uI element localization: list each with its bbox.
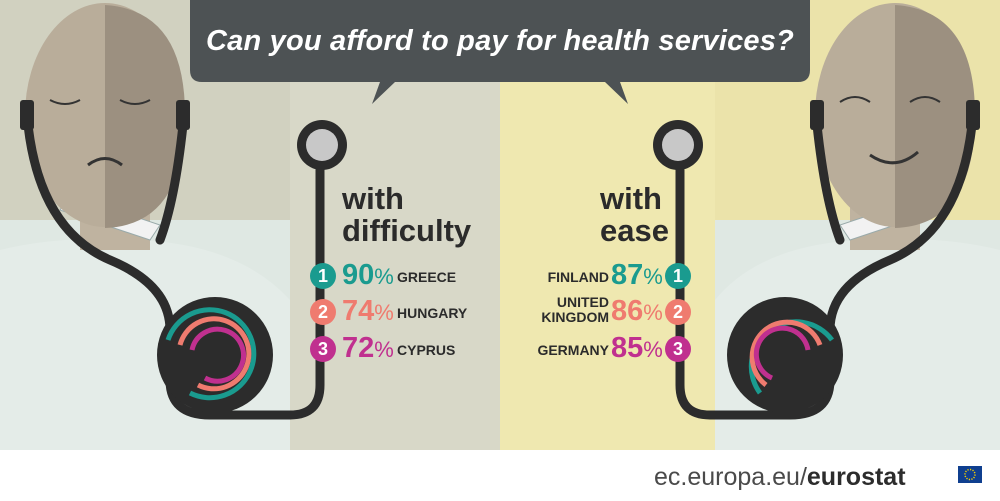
difficulty-heading-line1: with [342, 181, 404, 216]
difficulty-rank-3-badge: 3 [310, 336, 336, 362]
ease-1-country: FINLAND [547, 269, 609, 285]
ease-rank-2-badge: 2 [665, 299, 691, 325]
left-stethoscope [23, 120, 325, 420]
ease-heading-line1: with [600, 181, 662, 216]
footer-domain: ec.europa.eu/ [654, 463, 807, 491]
ease-1-percent: 87% [611, 259, 663, 291]
difficulty-1-country: GREECE [397, 269, 457, 285]
difficulty-rank-1-badge: 1 [310, 263, 336, 289]
ease-heading-line2: ease [600, 213, 669, 248]
ease-rank-1-badge: 1 [665, 263, 691, 289]
difficulty-heading-line2: difficulty [342, 213, 472, 248]
difficulty-3-country: CYPRUS [397, 342, 456, 358]
footer-brand: eurostat [806, 463, 906, 491]
ease-2-percent: 86% [611, 295, 663, 327]
difficulty-2-percent: 74% [342, 295, 394, 327]
eu-flag-icon [958, 466, 982, 483]
right-doctor [715, 3, 1000, 450]
difficulty-rank-2-badge: 2 [310, 299, 336, 325]
difficulty-1-percent: 90% [342, 259, 394, 291]
right-diaphragm [727, 297, 843, 413]
title-bubble [190, 0, 810, 104]
ease-rank-3-badge: 3 [665, 336, 691, 362]
ease-3-country: GERMANY [537, 342, 609, 358]
difficulty-3-percent: 72% [342, 332, 394, 364]
left-doctor [0, 3, 290, 450]
ease-2-country-line1: UNITED [556, 294, 609, 310]
right-stethoscope [675, 120, 977, 420]
difficulty-2-country: HUNGARY [397, 305, 468, 321]
ease-3-percent: 85% [611, 332, 663, 364]
footer-link[interactable]: ec.europa.eu/eurostat [654, 463, 906, 492]
ease-2-country-line2: KINGDOM [541, 309, 609, 325]
page-title: Can you afford to pay for health service… [205, 25, 794, 57]
